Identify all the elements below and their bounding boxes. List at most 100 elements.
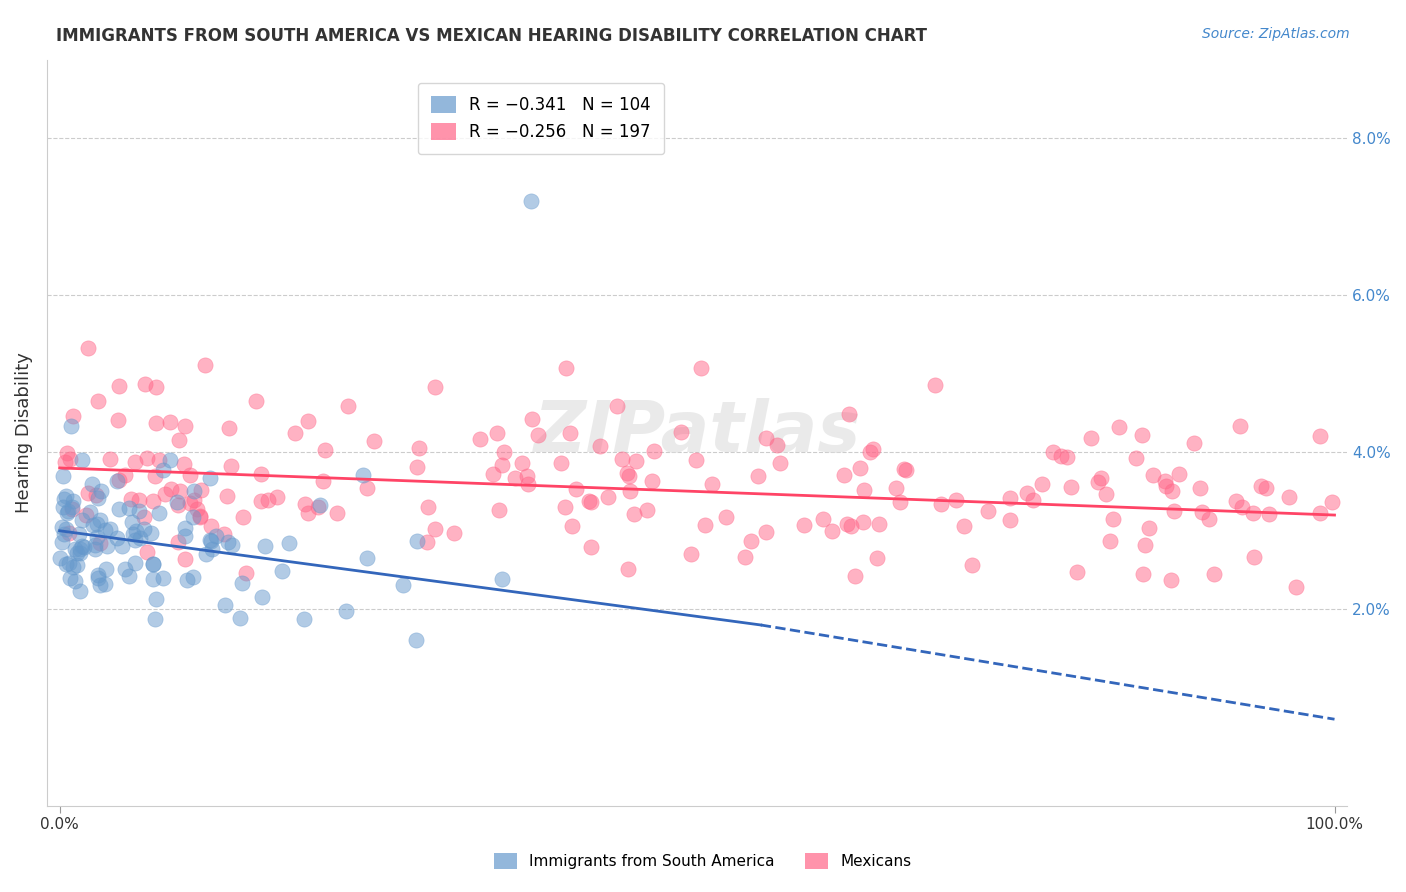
Mexicans <box>1278 490 1301 504</box>
Immigrants from South America <box>159 452 181 467</box>
Mexicans <box>924 377 946 392</box>
Mexicans <box>249 494 271 508</box>
Immigrants from South America <box>176 573 198 587</box>
Mexicans <box>755 524 778 539</box>
Immigrants from South America <box>62 494 84 508</box>
Mexicans <box>835 516 858 531</box>
Mexicans <box>868 516 890 531</box>
Mexicans <box>755 431 778 445</box>
Immigrants from South America <box>86 530 108 544</box>
Immigrants from South America <box>105 475 128 489</box>
Mexicans <box>516 477 538 491</box>
Immigrants from South America <box>87 571 110 585</box>
Mexicans <box>60 501 83 516</box>
Immigrants from South America <box>148 506 170 520</box>
Mexicans <box>527 428 550 442</box>
Immigrants from South America <box>86 517 108 532</box>
Immigrants from South America <box>143 612 166 626</box>
Mexicans <box>174 419 197 434</box>
Mexicans <box>482 467 505 482</box>
Immigrants from South America <box>174 521 197 535</box>
Mexicans <box>492 445 515 459</box>
Mexicans <box>167 499 190 513</box>
Legend: Immigrants from South America, Mexicans: Immigrants from South America, Mexicans <box>488 847 918 875</box>
Mexicans <box>1130 428 1153 442</box>
Immigrants from South America <box>62 560 84 574</box>
Immigrants from South America <box>392 578 415 592</box>
Mexicans <box>555 360 578 375</box>
Immigrants from South America <box>201 541 224 556</box>
Immigrants from South America <box>166 495 188 509</box>
Mexicans <box>167 535 190 549</box>
Immigrants from South America <box>107 502 129 516</box>
Mexicans <box>640 474 662 488</box>
Immigrants from South America <box>67 527 90 541</box>
Mexicans <box>700 477 723 491</box>
Mexicans <box>617 562 640 576</box>
Mexicans <box>693 518 716 533</box>
Immigrants from South America <box>335 604 357 618</box>
Immigrants from South America <box>53 527 76 541</box>
Immigrants from South America <box>198 471 221 485</box>
Immigrants from South America <box>141 526 163 541</box>
Immigrants from South America <box>49 550 72 565</box>
Immigrants from South America <box>181 570 204 584</box>
Mexicans <box>769 456 792 470</box>
Immigrants from South America <box>86 491 108 505</box>
Mexicans <box>960 558 983 572</box>
Mexicans <box>124 454 146 468</box>
Mexicans <box>59 451 82 466</box>
Mexicans <box>266 490 288 504</box>
Mexicans <box>1191 505 1213 519</box>
Mexicans <box>643 443 665 458</box>
Mexicans <box>813 512 835 526</box>
Mexicans <box>619 469 641 483</box>
Immigrants from South America <box>56 506 79 520</box>
Mexicans <box>671 425 693 439</box>
Immigrants from South America <box>90 483 112 498</box>
Immigrants from South America <box>111 539 134 553</box>
Mexicans <box>596 490 619 504</box>
Mexicans <box>690 360 713 375</box>
Mexicans <box>219 458 242 473</box>
Text: IMMIGRANTS FROM SOUTH AMERICA VS MEXICAN HEARING DISABILITY CORRELATION CHART: IMMIGRANTS FROM SOUTH AMERICA VS MEXICAN… <box>56 27 927 45</box>
Mexicans <box>145 380 167 394</box>
Immigrants from South America <box>94 576 117 591</box>
Immigrants from South America <box>132 522 155 536</box>
Immigrants from South America <box>66 546 89 560</box>
Immigrants from South America <box>356 551 378 566</box>
Immigrants from South America <box>183 483 205 498</box>
Mexicans <box>114 467 136 482</box>
Mexicans <box>1163 504 1185 518</box>
Immigrants from South America <box>214 598 236 612</box>
Mexicans <box>405 459 427 474</box>
Mexicans <box>550 456 572 470</box>
Mexicans <box>1189 481 1212 495</box>
Mexicans <box>186 501 208 516</box>
Mexicans <box>1137 521 1160 535</box>
Immigrants from South America <box>252 590 274 604</box>
Immigrants from South America <box>60 418 83 433</box>
Immigrants from South America <box>173 529 195 543</box>
Mexicans <box>336 399 359 413</box>
Mexicans <box>832 467 855 482</box>
Immigrants from South America <box>217 534 239 549</box>
Mexicans <box>1243 549 1265 564</box>
Immigrants from South America <box>56 504 79 518</box>
Mexicans <box>1160 574 1182 588</box>
Mexicans <box>896 463 918 477</box>
Immigrants from South America <box>491 572 513 586</box>
Mexicans <box>443 526 465 541</box>
Mexicans <box>1060 479 1083 493</box>
Immigrants from South America <box>79 505 101 519</box>
Mexicans <box>212 527 235 541</box>
Immigrants from South America <box>60 500 83 514</box>
Mexicans <box>1050 450 1073 464</box>
Mexicans <box>143 469 166 483</box>
Mexicans <box>107 413 129 427</box>
Immigrants from South America <box>63 574 86 589</box>
Immigrants from South America <box>231 576 253 591</box>
Immigrants from South America <box>63 542 86 557</box>
Mexicans <box>610 451 633 466</box>
Mexicans <box>179 468 201 483</box>
